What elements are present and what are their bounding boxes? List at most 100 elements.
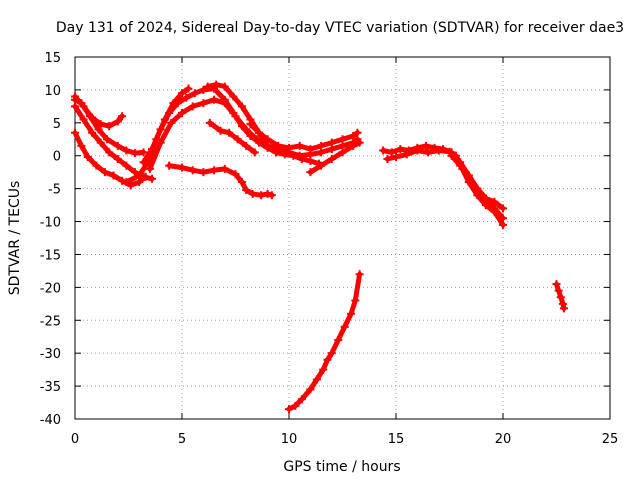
data-point-marker xyxy=(499,204,507,213)
data-point-marker xyxy=(188,102,197,111)
data-point-marker xyxy=(306,168,315,177)
data-point-marker xyxy=(122,178,131,187)
data-point-marker xyxy=(353,128,362,137)
data-point-marker xyxy=(118,112,127,121)
data-point-marker xyxy=(113,155,122,164)
data-point-marker xyxy=(190,89,199,98)
data-point-marker xyxy=(338,148,347,157)
data-point-marker xyxy=(334,336,343,345)
data-point-marker xyxy=(306,145,315,154)
data-point-marker xyxy=(490,197,499,206)
data-point-marker xyxy=(88,113,97,122)
data-point-marker xyxy=(402,150,411,159)
data-point-marker xyxy=(499,220,507,229)
data-point-marker xyxy=(250,148,259,157)
data-point-marker xyxy=(156,138,165,147)
y-tick-label: -20 xyxy=(40,281,61,296)
data-point-marker xyxy=(323,355,332,364)
data-point-marker xyxy=(233,135,242,144)
series-trace xyxy=(72,130,149,188)
series-track-15 xyxy=(383,146,507,229)
series-track-2 xyxy=(71,92,127,131)
data-point-marker xyxy=(178,108,186,117)
data-point-marker xyxy=(396,145,405,154)
data-point-marker xyxy=(79,115,88,124)
data-point-marker xyxy=(103,135,112,144)
data-point-marker xyxy=(317,161,326,170)
data-point-marker xyxy=(105,122,114,131)
data-point-marker xyxy=(165,108,174,117)
series-track-11 xyxy=(306,138,364,177)
data-point-marker xyxy=(327,349,336,358)
data-point-marker xyxy=(257,191,266,200)
x-tick-label: 10 xyxy=(281,432,298,447)
data-point-marker xyxy=(421,141,430,150)
data-point-marker xyxy=(79,102,88,111)
data-point-marker xyxy=(347,309,356,318)
data-point-marker xyxy=(148,174,157,183)
data-point-marker xyxy=(105,148,114,157)
data-point-marker xyxy=(109,171,118,180)
data-point-marker xyxy=(317,141,326,150)
y-tick-label: 5 xyxy=(53,117,61,132)
data-point-marker xyxy=(424,148,433,157)
data-point-marker xyxy=(130,168,139,177)
data-point-marker xyxy=(242,141,251,150)
series-trace xyxy=(166,163,275,198)
series-track-9 xyxy=(205,118,259,157)
data-point-marker xyxy=(285,405,293,414)
y-tick-label: 0 xyxy=(53,150,61,165)
data-point-marker xyxy=(434,146,443,155)
data-point-marker xyxy=(255,128,264,137)
data-point-marker xyxy=(464,171,473,180)
data-point-marker xyxy=(349,131,358,140)
data-point-marker xyxy=(100,168,109,177)
data-point-marker xyxy=(252,135,261,144)
data-point-marker xyxy=(231,112,240,121)
data-point-marker xyxy=(210,95,219,104)
x-tick-label: 0 xyxy=(71,432,79,447)
data-point-marker xyxy=(178,163,186,172)
data-point-marker xyxy=(338,135,347,144)
data-point-marker xyxy=(351,296,360,305)
data-point-marker xyxy=(263,135,272,144)
data-point-marker xyxy=(392,153,400,162)
data-point-marker xyxy=(231,170,240,179)
data-point-marker xyxy=(447,151,456,160)
grid-lines xyxy=(75,57,610,419)
data-point-marker xyxy=(481,194,490,203)
data-point-marker xyxy=(216,126,225,135)
y-tick-label: -10 xyxy=(40,216,61,231)
data-point-marker xyxy=(246,120,255,129)
data-point-marker xyxy=(295,141,304,150)
data-point-marker xyxy=(556,293,565,302)
data-point-marker xyxy=(327,155,336,164)
data-point-marker xyxy=(558,299,567,308)
data-point-marker xyxy=(327,138,336,147)
data-point-marker xyxy=(94,125,103,134)
data-point-marker xyxy=(297,395,306,404)
series-track-12 xyxy=(165,161,276,200)
data-point-marker xyxy=(225,128,234,137)
data-series xyxy=(71,80,568,414)
data-point-marker xyxy=(178,89,186,98)
series-trace xyxy=(207,120,258,155)
data-point-marker xyxy=(188,166,197,175)
data-point-marker xyxy=(285,143,293,152)
data-point-marker xyxy=(205,118,214,127)
data-point-marker xyxy=(141,172,150,181)
data-point-marker xyxy=(312,375,321,384)
data-point-marker xyxy=(237,102,246,111)
y-tick-label: -5 xyxy=(48,183,61,198)
plot-area xyxy=(74,56,611,420)
data-point-marker xyxy=(77,141,86,150)
data-point-marker xyxy=(237,178,246,187)
data-point-marker xyxy=(387,148,396,157)
data-point-marker xyxy=(220,82,229,91)
data-point-marker xyxy=(113,141,122,150)
data-point-marker xyxy=(167,118,176,127)
data-point-marker xyxy=(456,161,465,170)
x-tick-label: 25 xyxy=(602,432,619,447)
y-tick-label: 10 xyxy=(44,84,61,99)
